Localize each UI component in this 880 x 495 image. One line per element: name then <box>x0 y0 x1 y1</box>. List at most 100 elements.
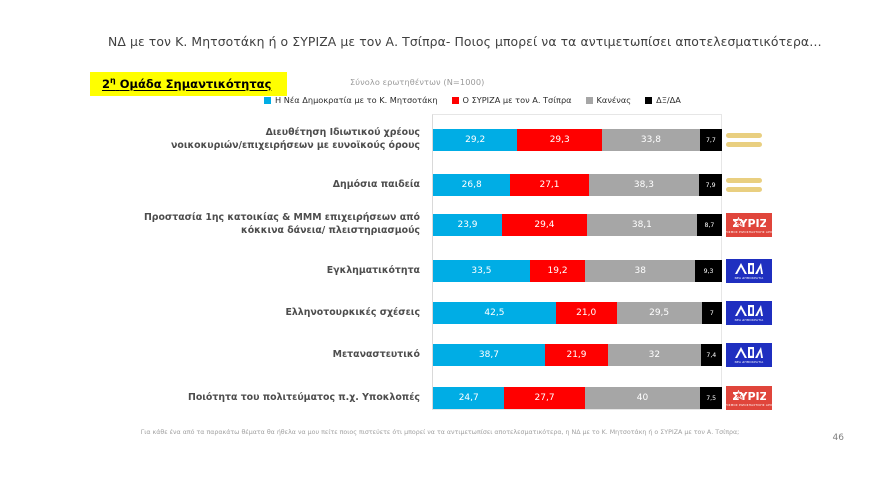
legend-item: Η Νέα Δημοκρατία με το Κ. Μητσοτάκη <box>264 95 438 105</box>
syriza-logo-caption: ΣΥΝΑΣΠΙΣΜΟΣ ΡΙΖΟΣΠΑΣΤΙΚΗΣ ΑΡΙΣΤΕΡΑΣ <box>726 229 772 234</box>
group-tag-label: Ομάδα Σημαντικότητας <box>119 76 272 91</box>
bar-value-label: 29,5 <box>649 308 670 318</box>
bar-value-label: 38 <box>634 266 646 276</box>
bar-value-label: 21,0 <box>576 308 597 318</box>
legend-swatch-icon <box>585 96 593 104</box>
bar-segment-nd: 33,5 <box>433 260 530 282</box>
nd-logo-caption: ΝΕΑ ΔΗΜΟΚΡΑΤΙΑ <box>734 276 764 280</box>
bar-segment-syr: 27,1 <box>510 174 589 196</box>
bar-value-label: 23,9 <box>457 220 478 230</box>
row-category-label: Διευθέτηση Ιδιωτικού χρέους νοικοκυριών/ε… <box>108 127 426 152</box>
bar-value-label: 7,7 <box>705 136 716 144</box>
bar-segment-nd: 24,7 <box>433 387 505 409</box>
page-number: 46 <box>832 433 844 443</box>
bar-segment-nd: 26,8 <box>433 174 511 196</box>
bar-segment-nd: 38,7 <box>433 344 545 366</box>
bar-value-label: 29,4 <box>534 220 555 230</box>
chart-row: Ποιότητα του πολιτεύματος π.χ. Υποκλοπές… <box>108 385 788 411</box>
bar-value-label: 8,7 <box>704 221 715 229</box>
syriza-logo-caption: ΣΥΝΑΣΠΙΣΜΟΣ ΡΙΖΟΣΠΑΣΤΙΚΗΣ ΑΡΙΣΤΕΡΑΣ <box>726 402 772 407</box>
verdict-nd-logo: ΝΕΑ ΔΗΜΟΚΡΑΤΙΑ <box>726 258 772 284</box>
bar-segment-dk: 7,9 <box>699 174 722 196</box>
sample-size-note: Σύνολο ερωτηθέντων (Ν=1000) <box>350 77 485 87</box>
chart-row: Προστασία 1ης κατοικίας & ΜΜΜ επιχειρήσε… <box>108 212 788 238</box>
bar-value-label: 9,3 <box>703 267 714 275</box>
group-tag-superscript: η <box>110 76 116 85</box>
chart-legend: Η Νέα Δημοκρατία με το Κ. Μητσοτάκη Ο ΣΥΡ… <box>264 95 681 105</box>
stacked-bar: 23,9 29,4 38,1 8,7 <box>433 214 722 236</box>
verdict-nd-logo: ΝΕΑ ΔΗΜΟΚΡΑΤΙΑ <box>726 300 772 326</box>
row-category-label: Μεταναστευτικό <box>108 349 426 362</box>
row-category-line: Μεταναστευτικό <box>332 348 420 360</box>
nea-dimokratia-emblem-icon <box>735 263 763 274</box>
stacked-bar: 38,7 21,9 32 7,4 <box>433 344 722 366</box>
row-category-line: Εγκληματικότητα <box>326 264 420 276</box>
legend-item: Κανένας <box>585 95 631 105</box>
legend-item: Ο ΣΥΡΙΖΑ με τον Α. Τσίπρα <box>451 95 572 105</box>
bar-value-label: 7,9 <box>705 181 716 189</box>
syriza-emblem-icon: ΣΥΡΙΖΑ <box>732 216 766 229</box>
stacked-bar: 24,7 27,7 40 7,5 <box>433 387 722 409</box>
chart-rows: Διευθέτηση Ιδιωτικού χρέους νοικοκυριών/ε… <box>108 114 788 410</box>
bar-value-label: 21,9 <box>566 350 587 360</box>
chart-row: Ελληνοτουρκικές σχέσεις 42,5 21,0 29,5 7 ΝΕΑ … <box>108 300 788 326</box>
bar-segment-none: 29,5 <box>616 302 702 324</box>
row-category-line: Δημόσια παιδεία <box>332 178 420 190</box>
bar-value-label: 24,7 <box>458 393 479 403</box>
bar-segment-nd: 29,2 <box>433 129 518 151</box>
chart-row: Μεταναστευτικό 38,7 21,9 32 7,4 ΝΕΑ ΔΗΜΟΚΡΑΤΙ… <box>108 342 788 368</box>
bar-segment-nd: 23,9 <box>433 214 502 236</box>
bar-value-label: 38,1 <box>631 220 652 230</box>
bar-segment-nd: 42,5 <box>433 302 556 324</box>
bar-value-label: 27,7 <box>534 393 555 403</box>
bar-value-label: 29,2 <box>465 135 486 145</box>
row-category-line: Ελληνοτουρκικές σχέσεις <box>285 306 420 318</box>
row-category-line: Ποιότητα του πολιτεύματος π.χ. Υποκλοπές <box>187 391 420 403</box>
svg-text:ΣΥΡΙΖΑ: ΣΥΡΙΖΑ <box>732 390 766 402</box>
bar-segment-dk: 7,7 <box>699 129 722 151</box>
page-title: ΝΔ με τον Κ. Μητσοτάκη ή ο ΣΥΡΙΖΑ με τον… <box>108 34 822 49</box>
bar-segment-syr: 21,9 <box>544 344 609 366</box>
legend-label: ΔΞ/ΔΑ <box>656 95 681 105</box>
bar-segment-none: 32 <box>608 344 701 366</box>
bar-value-label: 7 <box>709 309 714 317</box>
row-category-label: Εγκληματικότητα <box>108 265 426 278</box>
bar-segment-none: 38 <box>585 260 696 282</box>
chart-container: Διευθέτηση Ιδιωτικού χρέους νοικοκυριών/ε… <box>108 114 788 414</box>
bar-segment-syr: 19,2 <box>529 260 586 282</box>
legend-swatch-icon <box>645 96 653 104</box>
bar-segment-syr: 29,3 <box>517 129 603 151</box>
bar-segment-none: 38,3 <box>588 174 700 196</box>
nea-dimokratia-logo-icon: ΝΕΑ ΔΗΜΟΚΡΑΤΙΑ <box>726 343 772 367</box>
bar-segment-dk: 7 <box>701 302 722 324</box>
equals-sign-icon <box>726 178 762 192</box>
row-category-label: Προστασία 1ης κατοικίας & ΜΜΜ επιχειρήσε… <box>108 212 426 237</box>
legend-label: Η Νέα Δημοκρατία με το Κ. Μητσοτάκη <box>275 95 438 105</box>
bar-value-label: 38,7 <box>478 350 499 360</box>
bar-value-label: 40 <box>636 393 649 403</box>
syriza-emblem-icon: ΣΥΡΙΖΑ <box>732 389 766 402</box>
bar-value-label: 7,5 <box>706 394 717 402</box>
row-category-label: Δημόσια παιδεία <box>108 179 426 192</box>
question-footnote: Για κάθε ένα από τα παρακάτω θέματα θα ή… <box>140 429 740 436</box>
verdict-tie-icon <box>726 172 762 198</box>
group-tag-ordinal: 2 <box>102 76 111 91</box>
bar-segment-dk: 7,5 <box>700 387 722 409</box>
bar-value-label: 33,8 <box>640 135 661 145</box>
bar-segment-syr: 27,7 <box>504 387 585 409</box>
nd-logo-caption: ΝΕΑ ΔΗΜΟΚΡΑΤΙΑ <box>734 318 764 322</box>
nea-dimokratia-emblem-icon <box>735 305 763 316</box>
group-importance-badge: 2η Ομάδα Σημαντικότητας <box>90 72 288 96</box>
bar-segment-syr: 21,0 <box>555 302 617 324</box>
nea-dimokratia-emblem-icon <box>735 347 763 358</box>
stacked-bar: 29,2 29,3 33,8 7,7 <box>433 129 722 151</box>
bar-segment-dk: 7,4 <box>700 344 722 366</box>
nea-dimokratia-logo-icon: ΝΕΑ ΔΗΜΟΚΡΑΤΙΑ <box>726 259 772 283</box>
chart-row: Δημόσια παιδεία 26,8 27,1 38,3 7,9 <box>108 172 788 198</box>
bar-segment-dk: 9,3 <box>695 260 722 282</box>
bar-value-label: 33,5 <box>471 266 492 276</box>
verdict-nd-logo: ΝΕΑ ΔΗΜΟΚΡΑΤΙΑ <box>726 342 772 368</box>
stacked-bar: 33,5 19,2 38 9,3 <box>433 260 722 282</box>
row-category-line: Διευθέτηση Ιδιωτικού χρέους <box>265 127 420 139</box>
svg-text:ΣΥΡΙΖΑ: ΣΥΡΙΖΑ <box>732 217 766 229</box>
